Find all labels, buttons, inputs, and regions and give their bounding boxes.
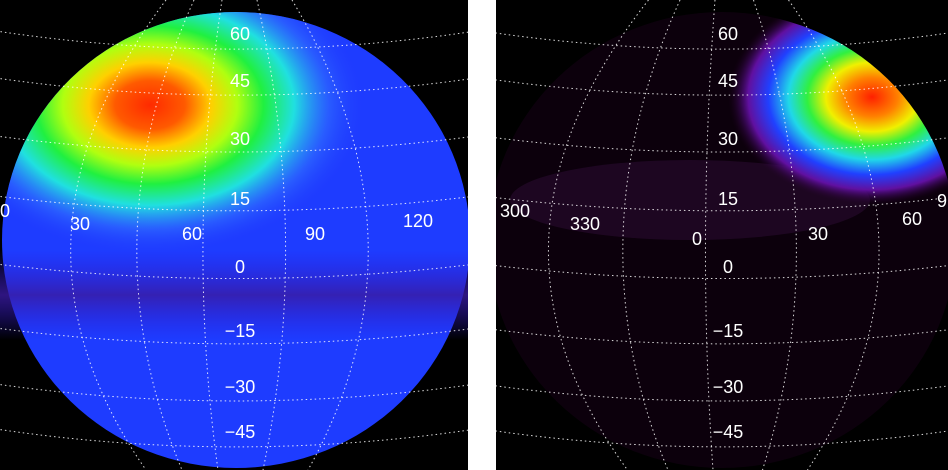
longitude-label: 0 [0, 201, 10, 221]
longitude-label: 9 [937, 191, 947, 211]
latitude-line [496, 197, 948, 212]
latitude-label: −15 [225, 321, 256, 341]
latitude-label: 60 [230, 24, 250, 44]
latitude-label: 60 [718, 24, 738, 44]
latitude-label: −15 [713, 321, 744, 341]
latitude-label: 15 [718, 189, 738, 209]
latitude-label: 15 [230, 189, 250, 209]
latitude-label: 45 [718, 71, 738, 91]
longitude-label: 30 [808, 224, 828, 244]
longitude-label: 60 [902, 209, 922, 229]
longitude-label: 0 [692, 229, 702, 249]
longitude-line [788, 0, 880, 470]
latitude-line [0, 328, 468, 345]
longitude-line [753, 0, 797, 470]
latitude-label: 30 [230, 129, 250, 149]
latitude-label: −45 [225, 422, 256, 442]
longitude-line [547, 0, 649, 470]
right-globe [496, 0, 948, 470]
latitude-label: −45 [713, 422, 744, 442]
longitude-line [291, 0, 369, 470]
latitude-line [496, 329, 948, 345]
latitude-label: 30 [718, 129, 738, 149]
longitude-line [256, 0, 287, 470]
longitude-label: 60 [182, 224, 202, 244]
latitude-label: −30 [225, 377, 256, 397]
latitude-label: 45 [230, 71, 250, 91]
latitude-line [0, 263, 468, 280]
latitude-label: 0 [723, 257, 733, 277]
latitude-line [496, 265, 948, 280]
latitude-label: 0 [235, 257, 245, 277]
longitude-label: 30 [70, 214, 90, 234]
longitude-label: 330 [570, 214, 600, 234]
latitude-line [0, 195, 468, 212]
longitude-label: 300 [500, 201, 530, 221]
left-globe [0, 0, 468, 470]
longitude-label: 90 [305, 224, 325, 244]
longitude-label: 120 [403, 211, 433, 231]
latitude-label: −30 [713, 377, 744, 397]
